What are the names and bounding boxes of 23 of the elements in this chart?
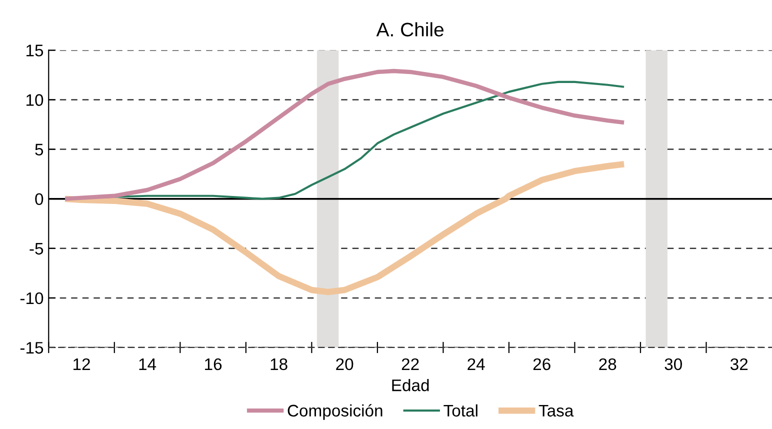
x-tick-label: 22 xyxy=(402,358,419,370)
x-tick-label: 26 xyxy=(533,358,550,370)
x-tick-label: 14 xyxy=(139,358,156,370)
chart-title: A. Chile xyxy=(376,22,444,36)
x-tick-label: 20 xyxy=(336,358,354,370)
legend-label: Composición xyxy=(288,404,382,420)
x-tick-label: 16 xyxy=(205,358,222,370)
x-tick-label: 12 xyxy=(74,358,90,370)
x-tick-label: 28 xyxy=(599,358,616,370)
y-tick-label: -5 xyxy=(30,242,44,255)
x-tick-label: 24 xyxy=(468,358,485,370)
x-tick-label: 18 xyxy=(270,358,288,370)
legend-label: Total xyxy=(444,404,478,417)
x-tick-label: 32 xyxy=(730,358,748,370)
y-tick-label: 10 xyxy=(26,94,44,106)
legend-label: Tasa xyxy=(538,404,574,417)
y-tick-label: 15 xyxy=(26,44,44,56)
y-tick-label: 5 xyxy=(35,144,44,156)
y-tick-label: 0 xyxy=(35,193,44,206)
y-tick-label: -15 xyxy=(20,342,44,354)
y-tick-label: -10 xyxy=(20,292,44,304)
x-axis-title: Edad xyxy=(392,379,429,392)
x-tick-label: 30 xyxy=(664,358,682,370)
